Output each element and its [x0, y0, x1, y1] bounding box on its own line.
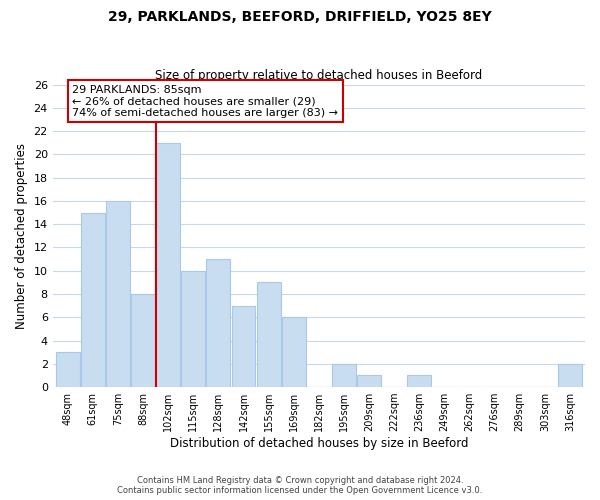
Bar	[81, 212, 105, 387]
Bar	[131, 294, 155, 387]
Bar	[56, 352, 80, 387]
Bar	[332, 364, 356, 387]
Bar	[232, 306, 256, 387]
Bar	[282, 318, 305, 387]
Bar	[156, 142, 180, 387]
Bar	[257, 282, 281, 387]
Bar	[206, 259, 230, 387]
Bar	[357, 376, 381, 387]
Bar	[407, 376, 431, 387]
X-axis label: Distribution of detached houses by size in Beeford: Distribution of detached houses by size …	[170, 437, 468, 450]
Title: Size of property relative to detached houses in Beeford: Size of property relative to detached ho…	[155, 69, 482, 82]
Bar	[106, 201, 130, 387]
Bar	[181, 270, 205, 387]
Y-axis label: Number of detached properties: Number of detached properties	[15, 143, 28, 329]
Text: 29, PARKLANDS, BEEFORD, DRIFFIELD, YO25 8EY: 29, PARKLANDS, BEEFORD, DRIFFIELD, YO25 …	[108, 10, 492, 24]
Text: 29 PARKLANDS: 85sqm
← 26% of detached houses are smaller (29)
74% of semi-detach: 29 PARKLANDS: 85sqm ← 26% of detached ho…	[72, 84, 338, 118]
Text: Contains HM Land Registry data © Crown copyright and database right 2024.
Contai: Contains HM Land Registry data © Crown c…	[118, 476, 482, 495]
Bar	[558, 364, 582, 387]
